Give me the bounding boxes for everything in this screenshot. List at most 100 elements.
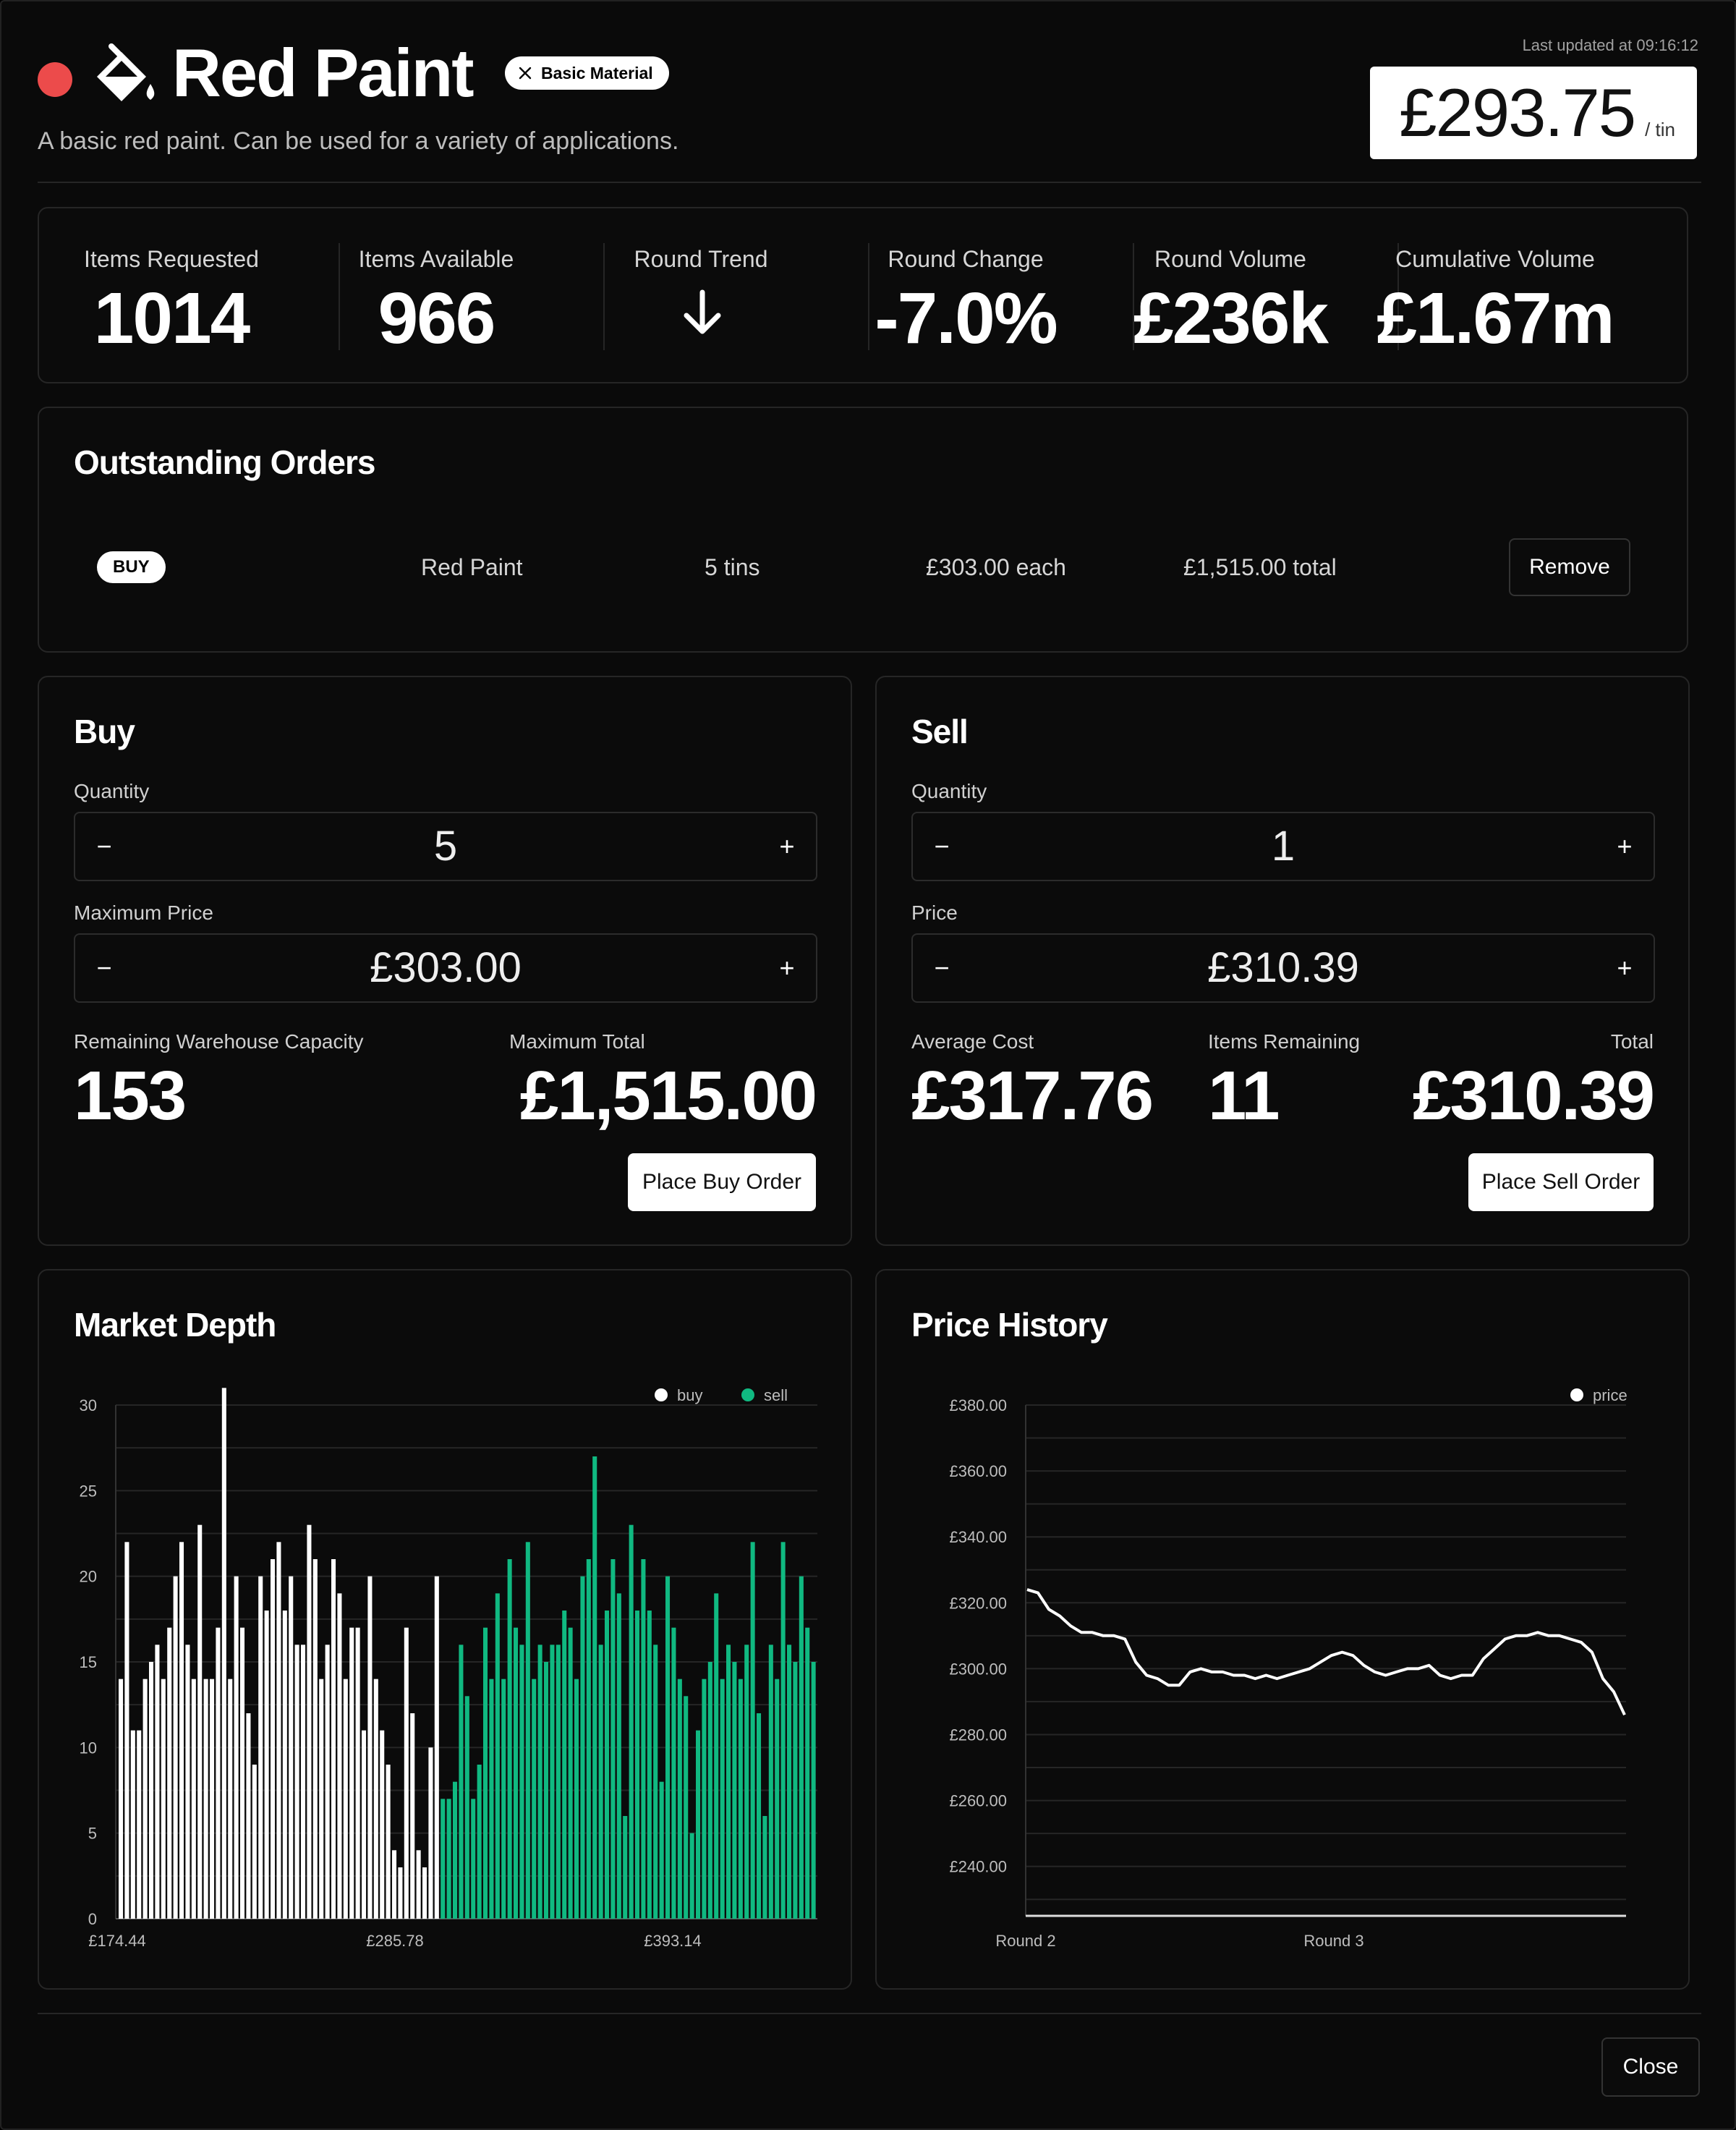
order-side-badge: BUY	[97, 551, 166, 583]
market-depth-title: Market Depth	[74, 1306, 276, 1344]
stat-value: -7.0%	[875, 278, 1058, 359]
sell-bar	[768, 1645, 773, 1919]
sell-bar	[544, 1662, 549, 1919]
current-price: £293.75 / tin	[1370, 67, 1697, 159]
stat-divider	[603, 243, 605, 350]
items-remaining-label: Items Remaining	[1208, 1030, 1361, 1053]
y-tick-label: 0	[88, 1910, 97, 1928]
sell-bar	[787, 1645, 792, 1919]
legend-sell-label: sell	[764, 1386, 788, 1404]
sell-bar	[635, 1611, 640, 1919]
y-tick-label: £360.00	[949, 1462, 1007, 1480]
sell-bar	[677, 1679, 682, 1919]
stat-label: Items Requested	[84, 246, 259, 272]
y-tick-label: 5	[88, 1825, 97, 1843]
sell-total-value: £310.39	[1412, 1057, 1655, 1134]
sell-bar	[568, 1627, 573, 1919]
orders-title: Outstanding Orders	[74, 444, 375, 481]
sell-price-label: Price	[911, 901, 958, 924]
place-sell-order-button[interactable]: Place Sell Order	[1468, 1153, 1654, 1211]
sell-quantity-input[interactable]: 1	[1271, 823, 1295, 870]
sell-bar	[592, 1456, 597, 1919]
buy-quantity-label: Quantity	[74, 780, 150, 802]
buy-bar	[271, 1559, 276, 1919]
buy-bar	[210, 1679, 215, 1919]
stat-items-available: Items Available 966	[304, 208, 569, 385]
sell-quantity-decrement-button[interactable]: −	[934, 831, 950, 861]
buy-bar	[289, 1576, 294, 1919]
stat-value: 966	[378, 278, 496, 359]
y-tick-label: 20	[80, 1568, 97, 1586]
stat-divider	[1397, 243, 1399, 350]
place-buy-order-button[interactable]: Place Buy Order	[628, 1153, 816, 1211]
sell-bar	[757, 1713, 762, 1919]
market-depth-chart: buy sell 0 5 10 15 20 25 30 £174.44 £285.78 £393.14	[80, 1386, 817, 1950]
sell-bar	[653, 1645, 658, 1919]
footer-divider	[38, 2013, 1701, 2014]
buy-bar	[161, 1679, 166, 1919]
order-row: BUY Red Paint 5 tins £303.00 each £1,515…	[39, 538, 1687, 596]
buy-bar	[325, 1645, 330, 1919]
arrow-down-icon	[684, 289, 721, 334]
max-total-label: Maximum Total	[509, 1030, 645, 1053]
sell-bar	[707, 1662, 712, 1919]
buy-bar	[410, 1713, 415, 1919]
sell-bar	[775, 1679, 780, 1919]
buy-bar	[301, 1645, 306, 1919]
buy-quantity-increment-button[interactable]: +	[779, 831, 795, 861]
x-tick-label: £285.78	[366, 1932, 424, 1950]
sell-price-decrement-button[interactable]: −	[934, 953, 950, 983]
warehouse-capacity-value: 153	[74, 1057, 187, 1134]
x-tick-label: Round 2	[995, 1932, 1055, 1950]
buy-price-decrement-button[interactable]: −	[96, 953, 112, 983]
stat-label: Round Trend	[634, 246, 768, 272]
buy-max-price-input[interactable]: £303.00	[370, 944, 522, 991]
price-history-title: Price History	[911, 1306, 1108, 1344]
buy-bar	[312, 1559, 318, 1919]
sell-bar	[477, 1765, 482, 1919]
buy-quantity-input[interactable]: 5	[433, 823, 458, 870]
buy-bar	[234, 1576, 239, 1919]
sell-bar	[805, 1627, 810, 1919]
buy-bar	[307, 1524, 312, 1919]
y-tick-label: £320.00	[949, 1594, 1007, 1612]
sell-bar	[495, 1593, 500, 1919]
buy-bar	[258, 1576, 263, 1919]
buy-bar	[294, 1645, 299, 1919]
stat-round-trend: Round Trend	[569, 208, 833, 385]
buy-bar	[252, 1765, 257, 1919]
sell-price-increment-button[interactable]: +	[1617, 953, 1633, 983]
y-tick-label: £300.00	[949, 1660, 1007, 1678]
buy-bar	[216, 1627, 221, 1919]
max-total-value: £1,515.00	[519, 1057, 817, 1134]
buy-price-increment-button[interactable]: +	[779, 953, 795, 983]
sell-bar	[714, 1593, 719, 1919]
buy-bar	[373, 1679, 378, 1919]
sell-quantity-stepper: − 1 +	[911, 812, 1655, 881]
stat-label: Items Available	[358, 246, 514, 272]
order-price-each: £303.00 each	[926, 554, 1066, 580]
buy-quantity-decrement-button[interactable]: −	[96, 831, 112, 861]
close-button[interactable]: Close	[1601, 2037, 1700, 2097]
buy-max-price-stepper: − £303.00 +	[74, 933, 817, 1003]
page-subtitle: A basic red paint. Can be used for a var…	[38, 127, 679, 155]
tools-icon	[519, 67, 532, 80]
stat-label: Round Volume	[1154, 246, 1306, 272]
buy-quantity-stepper: − 5 +	[74, 812, 817, 881]
sell-price-input[interactable]: £310.39	[1207, 944, 1359, 991]
buy-bar	[137, 1730, 142, 1919]
stat-round-volume: Round Volume £236k	[1098, 208, 1363, 385]
buy-bar	[221, 1388, 226, 1919]
price-line	[1026, 1588, 1626, 1716]
stat-round-change: Round Change -7.0%	[833, 208, 1098, 385]
sell-total-label: Total	[1610, 1030, 1654, 1053]
sell-bar	[610, 1559, 616, 1919]
remove-order-button[interactable]: Remove	[1509, 538, 1630, 596]
price-value: £293.75	[1399, 75, 1636, 150]
stat-divider	[339, 243, 340, 350]
sell-bar	[532, 1679, 537, 1919]
sell-quantity-increment-button[interactable]: +	[1617, 831, 1633, 861]
sell-bar	[464, 1696, 469, 1919]
sell-bar	[684, 1696, 689, 1919]
